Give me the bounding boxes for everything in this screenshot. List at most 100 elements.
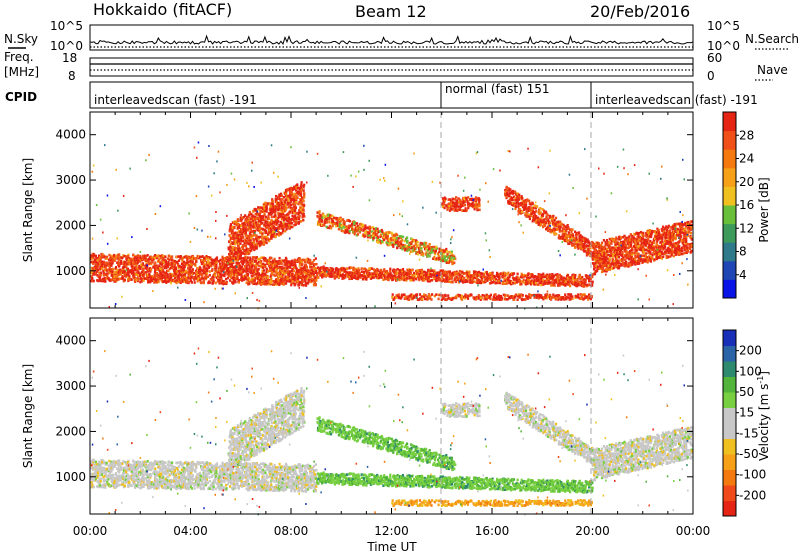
- power-cell: [211, 269, 214, 272]
- power-cell: [246, 268, 249, 271]
- power-cell: [187, 270, 190, 273]
- power-cell: [157, 254, 160, 258]
- power-cell: [293, 185, 296, 189]
- power-cell: [257, 206, 260, 209]
- power-cell: [353, 221, 356, 225]
- power-cell: [217, 259, 220, 263]
- power-cell: [262, 273, 265, 276]
- power-cell: [238, 252, 241, 255]
- power-cell: [157, 280, 160, 284]
- power-cell: [199, 270, 202, 273]
- power-cell: [241, 233, 244, 236]
- power-cell: [254, 282, 257, 285]
- power-cell: [120, 262, 123, 265]
- power-cell: [391, 243, 394, 247]
- power-cell: [309, 278, 312, 282]
- power-cell: [266, 221, 269, 225]
- power-cell: [249, 221, 252, 225]
- power-cell: [199, 268, 202, 272]
- power-cell: [245, 281, 248, 284]
- power-cell: [274, 197, 277, 201]
- power-cell: [128, 261, 131, 264]
- power-cell: [180, 274, 183, 278]
- power-cell: [118, 253, 121, 256]
- power-cell: [242, 269, 245, 273]
- power-cell: [122, 277, 125, 280]
- power-cell: [299, 199, 303, 202]
- power-cell: [160, 254, 163, 257]
- power-cell: [122, 271, 125, 274]
- power-cell: [363, 235, 366, 238]
- power-cell: [263, 272, 267, 276]
- power-cell: [162, 270, 165, 273]
- power-cell: [333, 216, 336, 220]
- power-cell: [132, 263, 136, 266]
- power-cell: [173, 269, 176, 272]
- power-cell: [276, 260, 279, 263]
- power-cell: [253, 259, 257, 262]
- power-cell: [445, 247, 448, 251]
- power-cell: [292, 215, 295, 218]
- power-cell: [265, 203, 268, 206]
- power-cell: [182, 276, 185, 280]
- power-cell: [258, 212, 261, 216]
- power-cell: [456, 277, 459, 280]
- power-cell: [466, 277, 469, 280]
- power-cell: [104, 276, 107, 280]
- status-right-tick-top: 10^5: [707, 19, 740, 33]
- power-cell: [191, 268, 194, 271]
- power-cell: [331, 221, 334, 224]
- power-cell: [99, 265, 102, 268]
- power-cell: [368, 267, 371, 271]
- power-cell: [387, 232, 390, 236]
- power-cell: [182, 270, 185, 274]
- power-cell: [350, 266, 353, 270]
- power-cell: [287, 270, 290, 273]
- power-cell: [295, 218, 298, 222]
- power-cell: [288, 274, 291, 278]
- power-cell: [243, 230, 246, 234]
- power-cell: [237, 272, 240, 275]
- power-cell: [253, 270, 256, 274]
- power-cell: [249, 239, 252, 242]
- power-cell: [229, 239, 232, 242]
- power-cell: [270, 280, 273, 283]
- power-cell: [91, 256, 94, 260]
- power-cell: [264, 265, 267, 269]
- power-cell: [348, 231, 351, 235]
- power-cell: [276, 221, 279, 225]
- power-cell: [249, 241, 252, 245]
- power-cell: [121, 275, 124, 278]
- power-cell: [325, 221, 328, 224]
- power-cell: [339, 216, 342, 220]
- power-cell: [285, 192, 288, 196]
- power-cell: [274, 274, 277, 277]
- power-cell: [296, 258, 299, 262]
- power-cell: [251, 264, 254, 267]
- power-cell: [217, 278, 220, 281]
- power-cell: [300, 202, 303, 206]
- power-cell: [169, 266, 172, 270]
- power-cell: [278, 212, 281, 216]
- power-cell: [300, 211, 303, 215]
- power-cell: [534, 281, 537, 285]
- power-cell: [273, 269, 276, 273]
- power-cell: [231, 230, 234, 233]
- power-cell: [153, 270, 157, 274]
- power-cell: [364, 224, 367, 227]
- power-cell: [300, 258, 303, 262]
- power-cell: [339, 222, 342, 226]
- power-cell: [352, 266, 355, 270]
- power-cell: [392, 236, 395, 240]
- power-cell: [315, 262, 318, 266]
- power-cell: [148, 272, 151, 276]
- power-cell: [310, 265, 313, 269]
- power-cell: [232, 279, 235, 283]
- power-cell: [156, 268, 159, 271]
- power-cell: [315, 267, 318, 270]
- power-cell: [378, 238, 381, 242]
- power-cell: [409, 250, 412, 253]
- power-cell: [218, 279, 221, 283]
- power-cell: [271, 259, 275, 263]
- power-cell: [199, 272, 202, 275]
